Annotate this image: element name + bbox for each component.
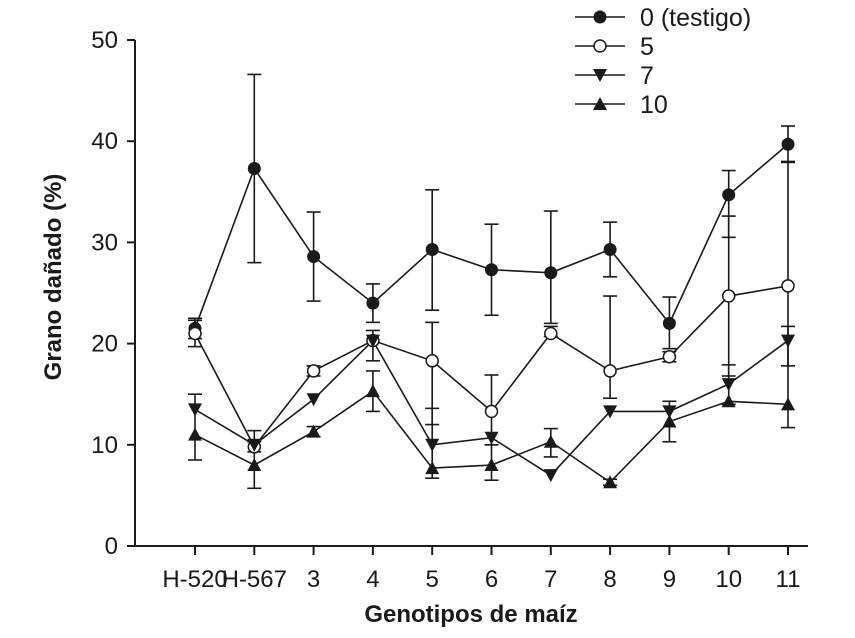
x-tick-label: H-567 [222,566,287,593]
x-tick-label: 5 [426,566,439,593]
data-point [603,364,617,378]
data-point [543,469,558,483]
y-tick-label: 50 [91,27,118,54]
data-point [484,431,499,445]
data-point [662,414,677,428]
legend-item: 5 [575,33,654,61]
data-point [781,397,795,411]
x-tick-label: 6 [485,566,498,593]
data-point [603,242,617,256]
y-tick-label: 10 [91,432,118,459]
data-point [306,393,321,407]
x-axis-title: Genotipos de maíz [364,601,577,628]
y-tick-label: 40 [91,128,118,155]
data-point [484,458,499,472]
data-point [781,334,795,348]
y-tick-label: 20 [91,331,118,358]
data-point [781,137,795,151]
data-point [365,384,380,398]
data-point [603,475,618,489]
data-point [722,188,736,202]
data-point [721,394,736,408]
error-bar [603,295,618,400]
legend-item: 0 (testigo) [575,4,751,32]
data-point [543,434,558,448]
data-point [247,458,262,472]
data-point [544,326,558,341]
legend-marker [593,69,607,82]
data-point [425,438,440,452]
data-point [366,296,380,310]
data-point [188,427,202,441]
x-tick-label: 7 [544,566,557,593]
legend-marker [593,39,607,53]
legend-item: 7 [575,62,654,90]
data-point [484,404,499,419]
x-tick-label: 11 [776,566,801,593]
data-point [425,242,439,256]
data-point [365,334,380,348]
data-point [781,279,795,293]
data-point [662,350,677,364]
data-point [721,378,736,392]
data-point [662,316,676,330]
x-tick-label: H-520 [162,566,227,593]
legend-item: 10 [575,91,668,119]
data-point [485,263,498,277]
y-axis-title: Grano dañado (%) [40,174,67,381]
data-point [307,250,321,264]
data-point [721,289,736,303]
x-tick-label: 3 [307,566,320,593]
data-point [188,403,202,417]
legend-label: 5 [640,33,654,61]
data-point [603,405,618,419]
data-point [306,364,321,378]
data-point [662,405,677,419]
legend-label: 10 [640,91,668,119]
data-point [425,354,439,368]
x-tick-label: 10 [715,566,742,593]
legend-marker [593,97,607,110]
data-point [247,162,261,176]
y-tick-label: 0 [105,533,118,560]
series-markers [188,137,795,489]
x-tick-label: 9 [663,566,676,593]
x-tick-label: 4 [366,566,379,593]
x-tick-label: 8 [603,566,616,593]
legend-label: 0 (testigo) [640,4,751,32]
legend-label: 7 [640,62,654,90]
data-point [188,326,202,341]
data-point [425,461,440,475]
data-point [247,438,262,452]
data-point [544,266,558,280]
data-point [306,424,321,438]
y-tick-label: 30 [91,229,118,256]
legend-marker [593,10,607,24]
